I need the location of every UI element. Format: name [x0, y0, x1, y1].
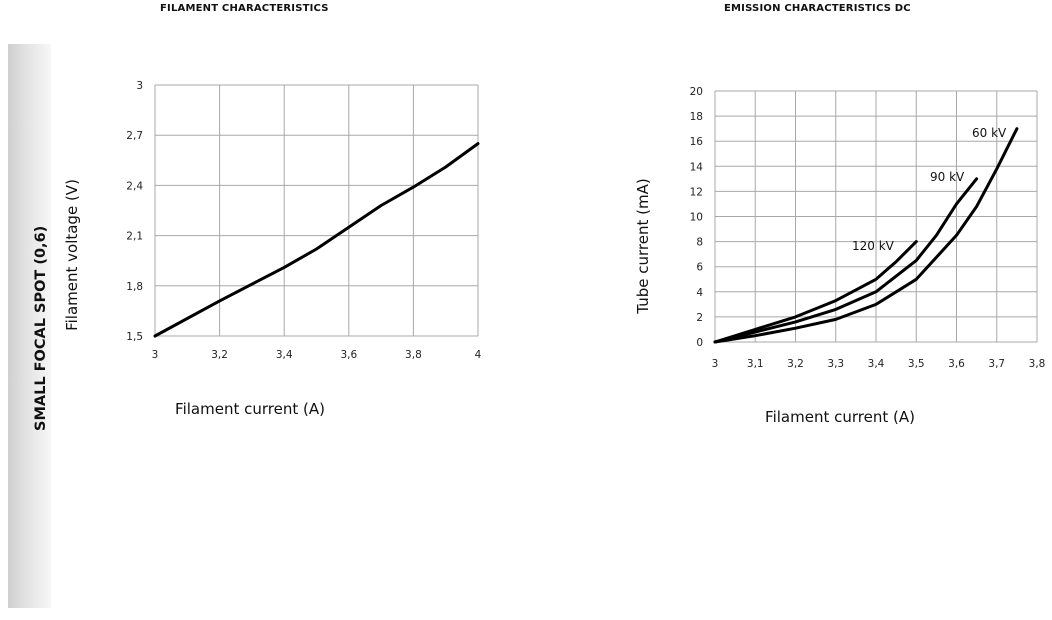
chart-1-x-tick-label: 3,6 [340, 349, 357, 361]
chart-1-y-tick-label: 1,5 [126, 331, 143, 343]
chart-1-y-tick-label: 3 [136, 80, 143, 92]
chart-2-series-line-2 [713, 177, 979, 344]
chart-2-series-label-2: 90 kV [930, 170, 965, 184]
chart-1-x-tick-label: 3,2 [211, 349, 228, 361]
chart-2-x-tick-label: 3 [712, 358, 719, 370]
chart-2-x-tick-label: 3,7 [988, 358, 1005, 370]
chart-2-series-line-1 [713, 240, 918, 344]
chart-2-x-tick-label: 3,2 [787, 358, 804, 370]
chart-2-y-tick-label: 18 [690, 111, 703, 123]
chart-2-y-tick-label: 6 [696, 262, 703, 274]
chart-1-y-tick-label: 2,4 [126, 180, 143, 192]
chart-1-series-line-1 [153, 142, 480, 338]
chart-2-x-tick-label: 3,5 [908, 358, 925, 370]
chart-2-y-tick-label: 12 [690, 186, 703, 198]
chart-2-y-tick-label: 0 [696, 337, 703, 349]
chart-1-x-tick-label: 3 [152, 349, 159, 361]
chart-2-x-tick-label: 3,6 [948, 358, 965, 370]
chart-2-y-tick-label: 4 [696, 287, 703, 299]
chart-2-y-tick-label: 2 [696, 312, 703, 324]
chart-1-x-tick-label: 3,8 [405, 349, 422, 361]
chart-2-x-tick-label: 3,3 [827, 358, 844, 370]
chart-2-y-tick-label: 16 [690, 136, 704, 148]
chart-1-title: FILAMENT CHARACTERISTICS [160, 3, 329, 14]
chart-1-x-axis-label: Filament current (A) [175, 400, 325, 418]
chart-2-series-label-3: 60 kV [972, 126, 1007, 140]
chart-2-y-tick-label: 8 [696, 237, 703, 249]
chart-1-x-tick-label: 4 [475, 349, 482, 361]
chart-2-x-tick-label: 3,1 [747, 358, 764, 370]
chart-2-title: EMISSION CHARACTERISTICS DC [724, 3, 911, 14]
side-band: SMALL FOCAL SPOT (0,6) [8, 44, 51, 608]
chart-2-series-label-1: 120 kV [852, 239, 895, 253]
chart-2-x-tick-label: 3,8 [1029, 358, 1046, 370]
chart-1-y-tick-label: 2,7 [126, 130, 143, 142]
chart-1-y-tick-label: 2,1 [126, 231, 143, 243]
chart-2-y-axis-label: Tube current (mA) [634, 178, 652, 314]
chart-2-y-tick-label: 10 [690, 212, 703, 224]
chart-2-x-axis-label: Filament current (A) [765, 408, 915, 426]
chart-2-x-tick-label: 3,4 [868, 358, 885, 370]
chart-2-y-tick-label: 20 [690, 86, 703, 98]
chart-1-y-axis-label: Filament voltage (V) [63, 179, 81, 331]
chart-2-series-line-3 [713, 127, 1019, 344]
chart-2-y-tick-label: 14 [690, 161, 704, 173]
chart-1-y-tick-label: 1,8 [126, 281, 143, 293]
chart-1-x-tick-label: 3,4 [276, 349, 293, 361]
